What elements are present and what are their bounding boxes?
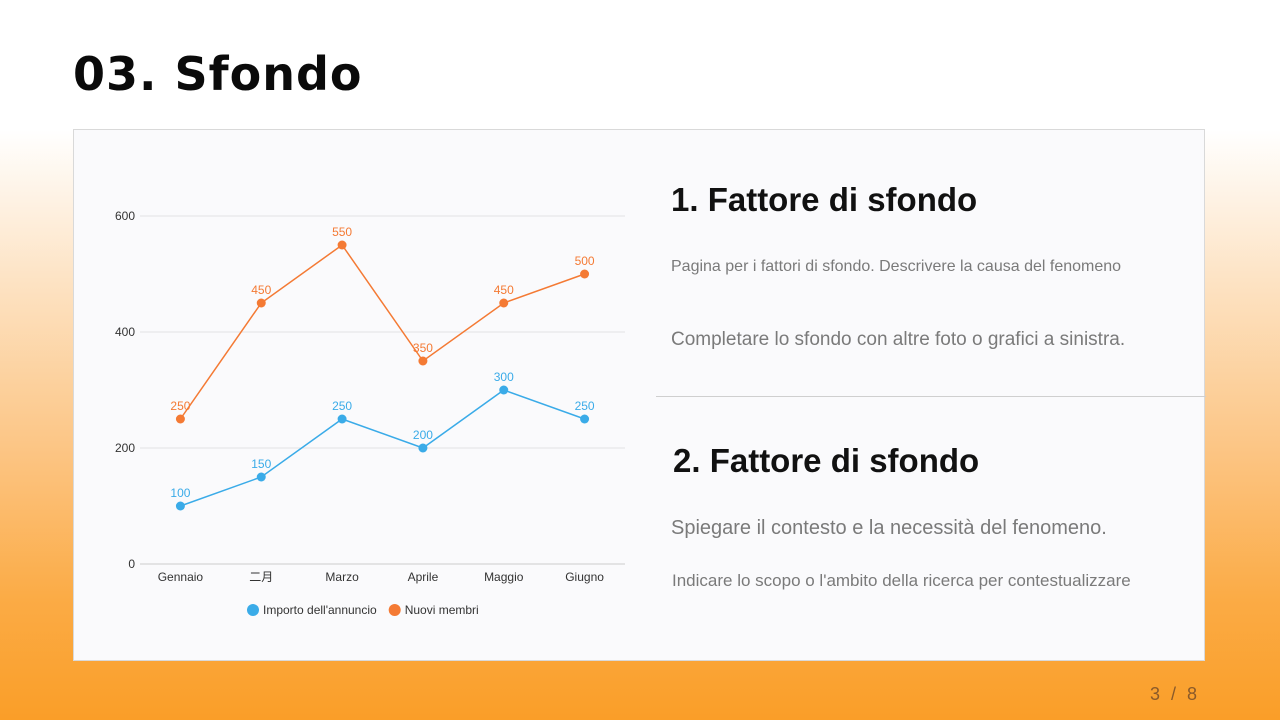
x-tick-label: 二月 (249, 570, 273, 584)
section-2-line-2: Indicare lo scopo o l'ambito della ricer… (672, 571, 1131, 590)
legend-marker-2 (388, 604, 401, 616)
data-point (580, 414, 590, 424)
data-label: 450 (494, 283, 514, 297)
section-1-line-1: Pagina per i fattori di sfondo. Descrive… (671, 258, 1122, 275)
data-label: 450 (251, 283, 271, 297)
section-divider (656, 396, 1206, 397)
line-chart: 0 200 400 600 Gennaio 二月 Marzo Aprile Maggio Giug… (115, 209, 625, 617)
data-point (499, 385, 509, 395)
x-tick-label: Marzo (325, 570, 359, 584)
section-1-line-2: Completare lo sfondo con altre foto o gr… (671, 329, 1126, 350)
data-label: 100 (170, 486, 190, 500)
data-label: 150 (251, 457, 271, 471)
x-tick-label: Gennaio (158, 570, 204, 584)
data-point (256, 298, 266, 308)
section-2-heading: 2. Fattore di sfondo (673, 442, 980, 479)
data-label: 250 (575, 399, 595, 413)
data-label: 250 (332, 399, 352, 413)
data-label: 300 (494, 370, 514, 384)
x-tick-label: Giugno (565, 570, 604, 584)
data-point (175, 501, 185, 511)
data-point (337, 240, 347, 250)
data-label: 350 (413, 341, 433, 355)
data-label: 550 (332, 225, 352, 239)
x-tick-label: Maggio (484, 570, 524, 584)
data-label: 250 (170, 399, 190, 413)
data-point (418, 356, 428, 366)
data-label: 200 (413, 428, 433, 442)
legend-label-1: Importo dell'annuncio (263, 603, 377, 617)
data-point (256, 472, 266, 482)
data-point (175, 414, 185, 424)
section-2-line-1: Spiegare il contesto e la necessità del … (671, 517, 1107, 539)
y-tick-label: 0 (128, 557, 135, 571)
x-tick-label: Aprile (408, 570, 439, 584)
series-line-2 (179, 243, 585, 420)
slide-title: 03. Sfondo (73, 47, 363, 101)
data-label: 500 (575, 254, 595, 268)
content-card: 0 200 400 600 Gennaio 二月 Marzo Aprile Maggio Giug… (73, 129, 1206, 661)
data-point (580, 269, 590, 279)
y-tick-label: 600 (115, 209, 135, 223)
legend-marker-1 (247, 604, 259, 616)
data-point (418, 443, 428, 453)
y-tick-label: 400 (115, 325, 135, 339)
legend-label-2: Nuovi membri (405, 603, 479, 617)
data-point (499, 298, 509, 308)
series-line-1 (180, 389, 585, 507)
page-indicator: 3 / 8 (1149, 684, 1200, 704)
section-1-heading: 1. Fattore di sfondo (671, 181, 978, 218)
y-tick-label: 200 (115, 441, 135, 455)
data-point (337, 414, 347, 424)
